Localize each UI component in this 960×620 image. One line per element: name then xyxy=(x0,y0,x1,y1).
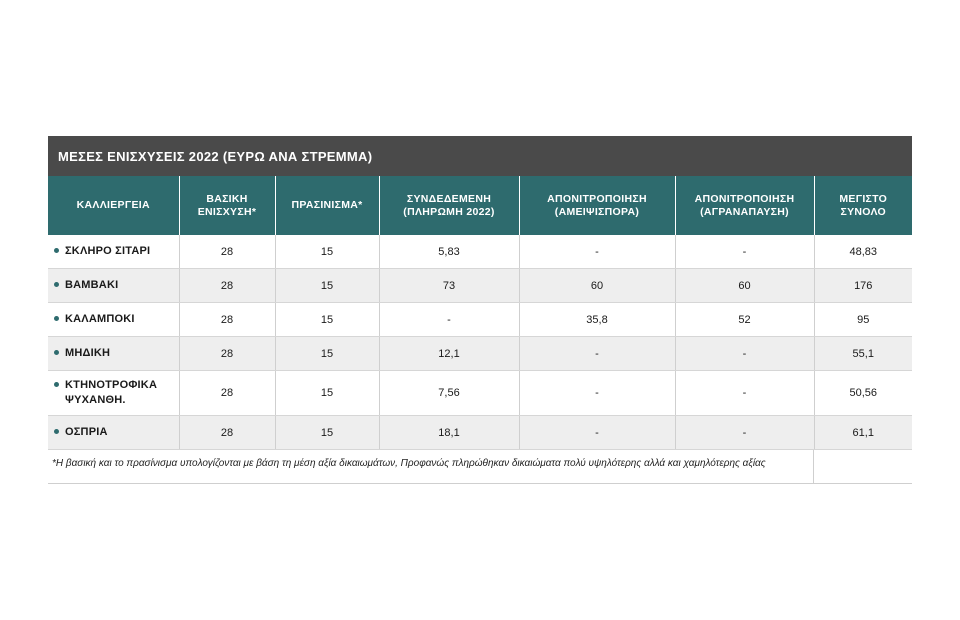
crop-cell: ΣΚΛΗΡΟ ΣΙΤΑΡΙ xyxy=(48,235,180,269)
table-row: ΣΚΛΗΡΟ ΣΙΤΑΡΙ 28 15 5,83 - - 48,83 xyxy=(48,235,912,269)
footnote: *Η βασική και το πρασίνισμα υπολογίζοντα… xyxy=(48,450,814,483)
table-cell: 7,56 xyxy=(379,370,520,416)
footnote-spacer xyxy=(814,450,912,483)
table-cell: - xyxy=(519,336,676,371)
table-row: ΚΑΛΑΜΠΟΚΙ 28 15 - 35,8 52 95 xyxy=(48,302,912,337)
bullet-icon xyxy=(54,429,59,434)
table-cell: 15 xyxy=(275,336,380,371)
column-header-denitrification-fallow: ΑΠΟΝΙΤΡΟΠΟΙΗΣΗ (ΑΓΡΑΝΑΠΑΥΣΗ) xyxy=(675,176,815,235)
table-cell: 5,83 xyxy=(379,235,520,269)
crop-cell: ΒΑΜΒΑΚΙ xyxy=(48,268,180,303)
table-cell: - xyxy=(675,370,815,416)
table-cell: 15 xyxy=(275,302,380,337)
table-cell: 60 xyxy=(675,268,815,303)
column-header-max-total: ΜΕΓΙΣΤΟ ΣΥΝΟΛΟ xyxy=(814,176,912,235)
table-cell: - xyxy=(519,370,676,416)
table-cell: 35,8 xyxy=(519,302,676,337)
subsidies-table-container: ΜΕΣΕΣ ΕΝΙΣΧΥΣΕΙΣ 2022 (ΕΥΡΩ ΑΝΑ ΣΤΡΕΜΜΑ)… xyxy=(48,136,912,484)
crop-name: ΟΣΠΡΙΑ xyxy=(65,426,108,438)
table-cell: 15 xyxy=(275,235,380,269)
table-cell: - xyxy=(379,302,520,337)
table-cell: - xyxy=(675,336,815,371)
crop-cell: ΚΤΗΝΟΤΡΟΦΙΚΑ ΨΥΧΑΝΘΗ. xyxy=(48,370,180,416)
table-row: ΒΑΜΒΑΚΙ 28 15 73 60 60 176 xyxy=(48,268,912,303)
crop-name: ΒΑΜΒΑΚΙ xyxy=(65,279,119,291)
table-cell: 28 xyxy=(179,235,276,269)
crop-cell: ΜΗΔΙΚΗ xyxy=(48,336,180,371)
crop-cell: ΚΑΛΑΜΠΟΚΙ xyxy=(48,302,180,337)
table-cell: 61,1 xyxy=(814,415,912,450)
table-cell: - xyxy=(519,415,676,450)
table-cell: 15 xyxy=(275,268,380,303)
table-cell: 95 xyxy=(814,302,912,337)
column-header-greening: ΠΡΑΣΙΝΙΣΜΑ* xyxy=(275,176,380,235)
crop-name: ΚΑΛΑΜΠΟΚΙ xyxy=(65,313,135,325)
bullet-icon xyxy=(54,248,59,253)
table-cell: 73 xyxy=(379,268,520,303)
bullet-icon xyxy=(54,316,59,321)
table-cell: 15 xyxy=(275,415,380,450)
table-cell: - xyxy=(675,415,815,450)
bullet-icon xyxy=(54,282,59,287)
table-cell: 28 xyxy=(179,370,276,416)
crop-cell: ΟΣΠΡΙΑ xyxy=(48,415,180,450)
table-row: ΚΤΗΝΟΤΡΟΦΙΚΑ ΨΥΧΑΝΘΗ. 28 15 7,56 - - 50,… xyxy=(48,370,912,416)
table-cell: 28 xyxy=(179,302,276,337)
table-cell: 60 xyxy=(519,268,676,303)
column-header-basic-payment: ΒΑΣΙΚΗ ΕΝΙΣΧΥΣΗ* xyxy=(179,176,276,235)
table-cell: 48,83 xyxy=(814,235,912,269)
table-cell: 52 xyxy=(675,302,815,337)
crop-name: ΣΚΛΗΡΟ ΣΙΤΑΡΙ xyxy=(65,245,151,257)
table-cell: 15 xyxy=(275,370,380,416)
table-cell: 12,1 xyxy=(379,336,520,371)
column-header-coupled-payment: ΣΥΝΔΕΔΕΜΕΝΗ (ΠΛΗΡΩΜΗ 2022) xyxy=(379,176,520,235)
table-cell: 28 xyxy=(179,336,276,371)
table-row: ΜΗΔΙΚΗ 28 15 12,1 - - 55,1 xyxy=(48,336,912,371)
column-header-denitrification-rotation: ΑΠΟΝΙΤΡΟΠΟΙΗΣΗ (ΑΜΕΙΨΙΣΠΟΡΑ) xyxy=(519,176,676,235)
footnote-row: *Η βασική και το πρασίνισμα υπολογίζοντα… xyxy=(48,450,912,484)
table-cell: 50,56 xyxy=(814,370,912,416)
bullet-icon xyxy=(54,382,59,387)
table-title: ΜΕΣΕΣ ΕΝΙΣΧΥΣΕΙΣ 2022 (ΕΥΡΩ ΑΝΑ ΣΤΡΕΜΜΑ) xyxy=(48,136,912,176)
crop-name: ΚΤΗΝΟΤΡΟΦΙΚΑ ΨΥΧΑΝΘΗ. xyxy=(65,379,158,406)
table-cell: 18,1 xyxy=(379,415,520,450)
table-cell: 28 xyxy=(179,268,276,303)
header-row: ΚΑΛΛΙΕΡΓΕΙΑ ΒΑΣΙΚΗ ΕΝΙΣΧΥΣΗ* ΠΡΑΣΙΝΙΣΜΑ*… xyxy=(48,176,912,235)
table-cell: - xyxy=(519,235,676,269)
subsidies-table: ΚΑΛΛΙΕΡΓΕΙΑ ΒΑΣΙΚΗ ΕΝΙΣΧΥΣΗ* ΠΡΑΣΙΝΙΣΜΑ*… xyxy=(48,176,912,450)
table-cell: 28 xyxy=(179,415,276,450)
column-header-crop: ΚΑΛΛΙΕΡΓΕΙΑ xyxy=(48,176,180,235)
table-cell: - xyxy=(675,235,815,269)
crop-name: ΜΗΔΙΚΗ xyxy=(65,347,111,359)
table-cell: 176 xyxy=(814,268,912,303)
bullet-icon xyxy=(54,350,59,355)
table-row: ΟΣΠΡΙΑ 28 15 18,1 - - 61,1 xyxy=(48,415,912,450)
table-cell: 55,1 xyxy=(814,336,912,371)
